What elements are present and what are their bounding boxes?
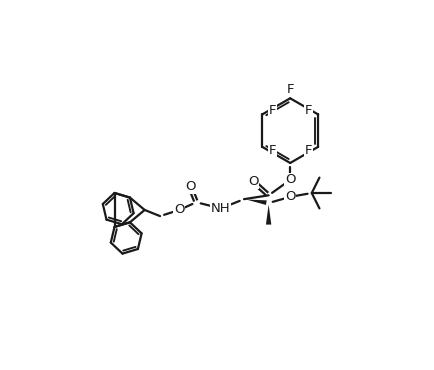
Polygon shape [266,205,271,225]
Text: F: F [304,144,312,157]
Text: F: F [286,83,294,96]
Text: NH: NH [211,202,231,215]
Text: O: O [174,204,184,216]
Text: O: O [285,190,296,204]
Text: F: F [304,104,312,117]
Text: F: F [269,104,276,117]
Polygon shape [246,199,267,205]
Text: O: O [285,174,296,186]
Text: O: O [185,180,195,194]
Text: F: F [269,144,276,157]
Text: O: O [248,175,259,188]
